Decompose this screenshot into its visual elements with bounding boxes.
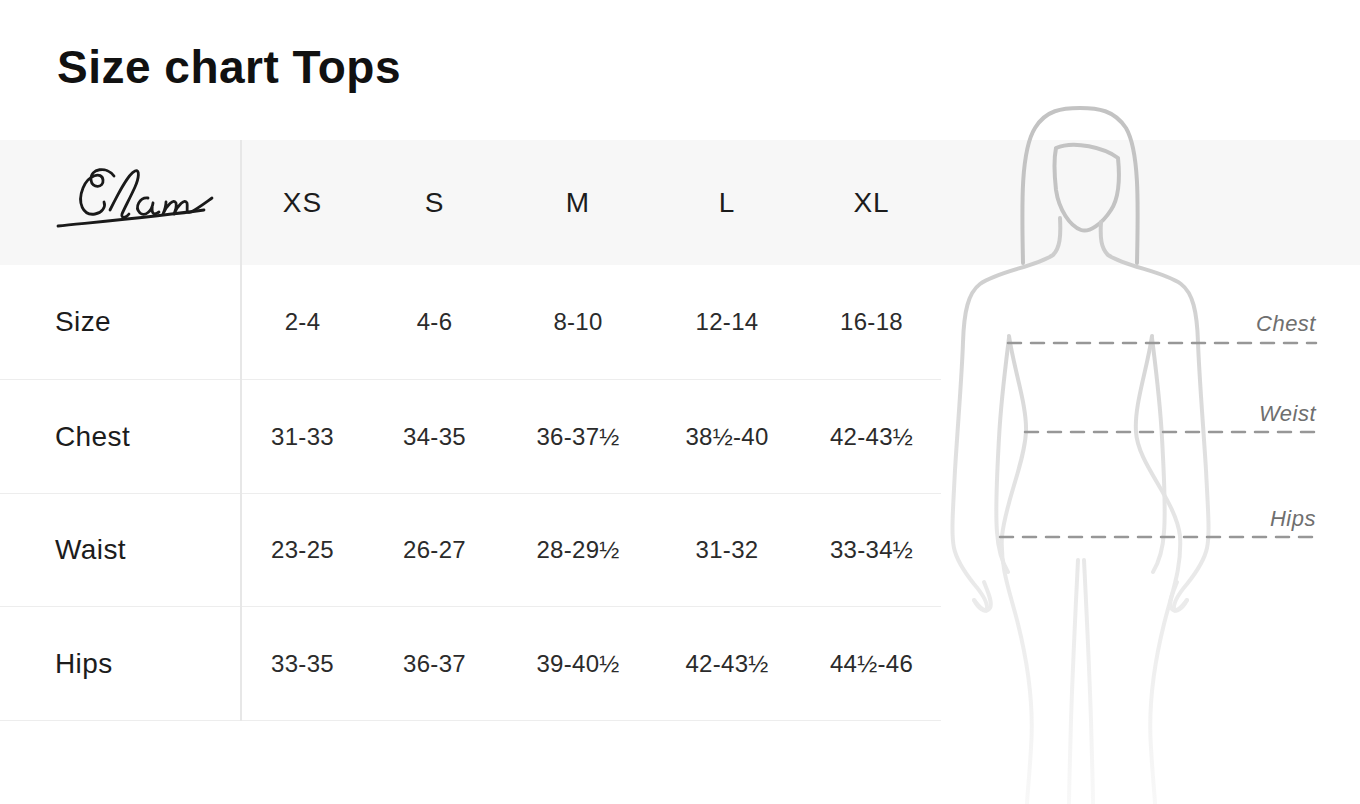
size-chart-page: Size chart Tops: [0, 0, 1360, 804]
table-cell: 4-6: [365, 308, 504, 336]
table-cell: 16-18: [802, 308, 941, 336]
table-cell: 23-25: [240, 536, 365, 564]
row-label-hips: Hips: [0, 648, 240, 680]
table-cell: 12-14: [652, 308, 802, 336]
waist-measure-label: Weist: [1259, 401, 1316, 427]
table-row-size: Size 2-4 4-6 8-10 12-14 16-18: [0, 265, 941, 380]
table-cell: 34-35: [365, 423, 504, 451]
body-figure-illustration: [940, 100, 1360, 804]
column-header-s: S: [365, 187, 504, 219]
table-row-chest: Chest 31-33 34-35 36-37½ 38½-40 42-43½: [0, 380, 941, 494]
table-cell: 36-37½: [504, 423, 652, 451]
hips-measure-label: Hips: [1270, 506, 1316, 532]
table-cell: 36-37: [365, 650, 504, 678]
table-cell: 8-10: [504, 308, 652, 336]
table-cell: 31-32: [652, 536, 802, 564]
chest-measure-label: Chest: [1256, 311, 1316, 337]
table-header-row: XS S M L XL: [0, 140, 941, 265]
table-cell: 42-43½: [652, 650, 802, 678]
row-label-size: Size: [0, 306, 240, 338]
row-label-waist: Waist: [0, 534, 240, 566]
table-row-waist: Waist 23-25 26-27 28-29½ 31-32 33-34½: [0, 494, 941, 607]
table-cell: 44½-46: [802, 650, 941, 678]
table-cell: 26-27: [365, 536, 504, 564]
table-cell: 33-34½: [802, 536, 941, 564]
table-cell: 38½-40: [652, 423, 802, 451]
table-cell: 42-43½: [802, 423, 941, 451]
table-cell: 28-29½: [504, 536, 652, 564]
table-cell: 2-4: [240, 308, 365, 336]
column-header-xs: XS: [240, 187, 365, 219]
female-silhouette-icon: [940, 100, 1360, 804]
table-cell: 31-33: [240, 423, 365, 451]
row-label-chest: Chest: [0, 421, 240, 453]
size-table: XS S M L XL Size 2-4 4-6 8-10 12-14 16-1…: [0, 140, 941, 721]
page-title: Size chart Tops: [57, 40, 401, 94]
column-header-xl: XL: [802, 187, 941, 219]
column-header-l: L: [652, 187, 802, 219]
column-header-m: M: [504, 187, 652, 219]
table-cell: 39-40½: [504, 650, 652, 678]
table-row-hips: Hips 33-35 36-37 39-40½ 42-43½ 44½-46: [0, 607, 941, 721]
table-column-divider: [240, 140, 242, 721]
table-cell: 33-35: [240, 650, 365, 678]
